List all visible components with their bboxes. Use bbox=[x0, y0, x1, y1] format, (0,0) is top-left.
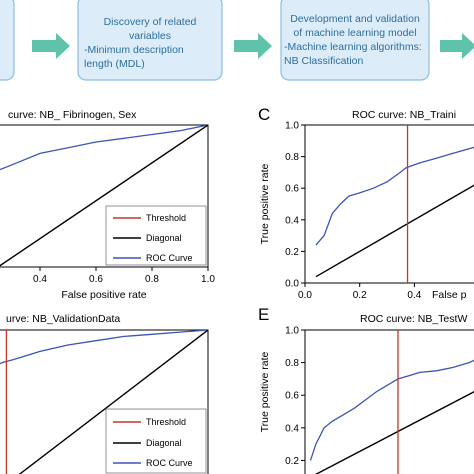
panel-c-x-tick-label: 0.0 bbox=[298, 290, 312, 301]
panel-e-diagonal-line bbox=[314, 391, 474, 474]
panel-c-letter: C bbox=[258, 105, 270, 124]
flow-arrow-2-icon bbox=[234, 33, 272, 59]
panel-b-legend-threshold-label: Threshold bbox=[146, 213, 186, 223]
flow-box-discovery-line-3: -Minimum description bbox=[84, 44, 184, 56]
flow-box-development-line-3: -Machine learning algorithms: bbox=[284, 41, 422, 53]
panel-c-x-tick-label: 0.2 bbox=[353, 290, 367, 301]
panel-b-x-tick-label: 1.0 bbox=[201, 274, 215, 285]
panel-c-y-tick-label: 0.6 bbox=[285, 184, 299, 195]
panel-e-y-tick-label: 0.4 bbox=[285, 423, 299, 434]
panel-e-title: ROC curve: NB_TestW bbox=[360, 313, 467, 325]
panel-d-roc-curve-line bbox=[0, 330, 208, 365]
panel-e-series-group bbox=[309, 330, 474, 474]
panel-d-diagonal-line bbox=[18, 330, 208, 474]
panel-b-series-group bbox=[0, 125, 208, 267]
panel-b-x-tick-label: 0.8 bbox=[145, 274, 159, 285]
panel-b-roc-curve-line bbox=[0, 125, 208, 171]
panel-e-y-tick-label: 1.0 bbox=[285, 326, 299, 337]
panel-c-y-tick-label: 0.4 bbox=[285, 215, 299, 226]
panel-c-y-tick-label: 0.8 bbox=[285, 152, 299, 163]
panel-c: C ROC curve: NB_Traini True positive rat… bbox=[258, 105, 474, 301]
panel-e: E ROC curve: NB_TestW True positive rate… bbox=[258, 305, 474, 474]
panel-c-series-group bbox=[315, 125, 474, 283]
panel-b: curve: NB_ Fibrinogen, Sex 0.4 0.6 0.8 1.0 … bbox=[0, 109, 215, 301]
panel-b-legend: Threshold Diagonal ROC Curve bbox=[105, 205, 207, 266]
panel-e-y-tick-label: 0.2 bbox=[285, 456, 299, 467]
panel-d-title: urve: NB_ValidationData bbox=[6, 313, 120, 325]
panel-b-diagonal-line bbox=[0, 125, 208, 267]
flow-box-left-partial bbox=[0, 0, 15, 81]
panel-e-y-tick-label: 0.8 bbox=[285, 358, 299, 369]
panel-c-x-tick-label: 0.4 bbox=[407, 290, 421, 301]
panel-d-legend-diagonal-label: Diagonal bbox=[146, 438, 182, 448]
panel-c-y-tick-label: 0.2 bbox=[285, 247, 299, 258]
panel-e-y-axis-label: True positive rate bbox=[259, 351, 271, 432]
panel-b-x-tick-label: 0.4 bbox=[33, 274, 47, 285]
panel-d-legend-threshold-label: Threshold bbox=[146, 417, 186, 427]
panel-d: urve: NB_ValidationData Threshold Diagon… bbox=[0, 313, 209, 474]
panel-c-plot-frame bbox=[304, 124, 474, 284]
panel-c-diagonal-line bbox=[315, 184, 474, 278]
panel-c-roc-curve-line bbox=[315, 146, 474, 246]
flow-diagram: Discovery of related variables -Minimum … bbox=[0, 0, 474, 81]
flow-arrow-3-icon bbox=[440, 33, 474, 59]
panel-c-x-axis-label: False p bbox=[432, 289, 467, 301]
flow-box-development-line-4: NB Classification bbox=[284, 55, 364, 67]
flow-box-discovery-line-1: Discovery of related bbox=[104, 16, 197, 28]
panel-e-plot-frame bbox=[304, 329, 474, 474]
panel-d-series-group bbox=[0, 330, 208, 474]
panel-e-y-tick-label: 0.6 bbox=[285, 391, 299, 402]
panel-b-legend-diagonal-label: Diagonal bbox=[146, 233, 182, 243]
flow-box-development bbox=[280, 0, 430, 81]
panel-e-letter: E bbox=[258, 305, 269, 324]
panel-b-x-axis-label: False positive rate bbox=[61, 289, 146, 301]
panel-b-x-tick-label: 0.6 bbox=[89, 274, 103, 285]
panel-c-y-tick-label: 0.0 bbox=[285, 279, 299, 290]
panel-d-plot-frame bbox=[0, 329, 209, 474]
panel-b-legend-roc-label: ROC Curve bbox=[146, 253, 193, 263]
panel-e-roc-curve-line bbox=[309, 359, 474, 461]
panel-c-title: ROC curve: NB_Traini bbox=[352, 109, 456, 121]
flow-arrow-1-icon bbox=[32, 33, 70, 59]
flow-box-discovery-line-2: variables bbox=[129, 30, 171, 42]
panel-b-plot-frame bbox=[0, 124, 209, 268]
panel-b-title: curve: NB_ Fibrinogen, Sex bbox=[8, 109, 137, 121]
flow-box-discovery bbox=[77, 0, 223, 81]
flow-box-discovery-line-4: length (MDL) bbox=[84, 58, 145, 70]
panel-d-legend: Threshold Diagonal ROC Curve bbox=[105, 408, 207, 474]
flow-box-development-line-2: of machine learning model bbox=[293, 27, 416, 39]
panel-c-y-axis-label: True positive rate bbox=[259, 163, 271, 244]
panel-d-legend-roc-label: ROC Curve bbox=[146, 458, 193, 468]
panel-c-y-tick-label: 1.0 bbox=[285, 121, 299, 132]
flow-box-development-line-1: Development and validation bbox=[290, 13, 420, 25]
panel-b-legend-box bbox=[105, 205, 207, 266]
